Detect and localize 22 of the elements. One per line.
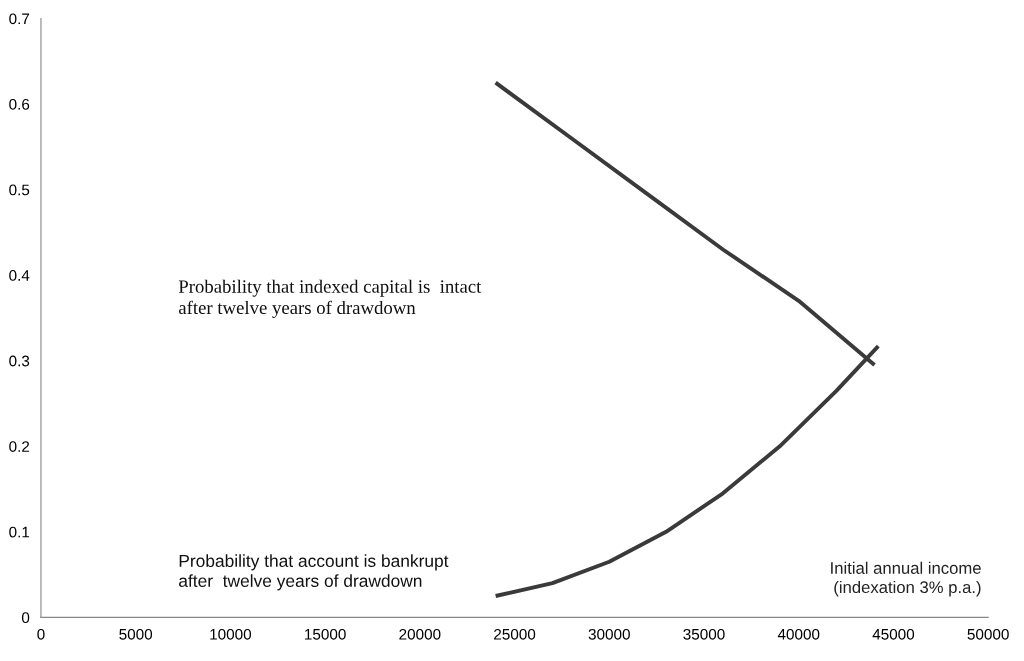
y-tick-label: 0.1	[9, 526, 30, 538]
x-tick-label: 25000	[494, 628, 536, 640]
x-tick-label: 50000	[967, 628, 1009, 640]
x-axis-title: Initial annual income (indexation 3% p.a.)	[831, 561, 981, 597]
x-tick-label: 0	[37, 628, 45, 640]
y-tick-label: 0.4	[9, 270, 30, 281]
x-tick-label: 35000	[683, 628, 725, 640]
y-tick-label: 0	[21, 612, 30, 624]
x-tick-label: 45000	[872, 628, 915, 640]
x-tick-label: 30000	[588, 628, 630, 640]
y-tick-label: 0.3	[9, 355, 30, 367]
x-tick-label: 5000	[119, 628, 153, 640]
y-tick-label: 0.6	[9, 98, 30, 110]
x-tick-label: 15000	[305, 628, 346, 640]
x-tick-label: 20000	[399, 628, 441, 640]
annotation: Probability that indexed capital is intact after twelve years of drawdown	[178, 279, 482, 318]
x-tick-label: 10000	[210, 628, 252, 640]
x-tick-label: 40000	[777, 628, 820, 640]
y-tick-label: 0.2	[9, 441, 30, 452]
y-tick-label: 0.7	[9, 13, 30, 25]
y-tick-label: 0.5	[9, 184, 30, 196]
annotation: Probability that account is bankrupt after twelve years of drawdown	[179, 554, 449, 591]
